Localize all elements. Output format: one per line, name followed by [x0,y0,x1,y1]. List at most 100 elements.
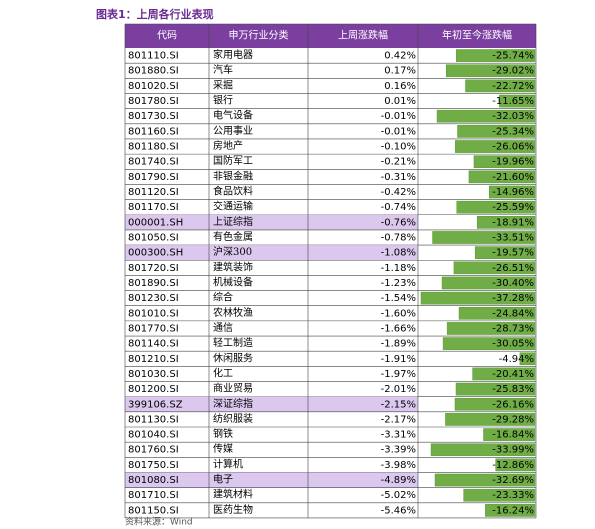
data-bar [463,488,536,502]
industry: 深证综指 [213,397,253,410]
source: 资料来源：Wind [125,516,193,528]
data-bar [489,185,536,199]
industry: 化工 [213,366,233,379]
code: 801130.SI [128,414,179,425]
ytd-change: -25.34% [492,126,534,137]
ytd-change: -18.91% [492,217,534,228]
ytd-change: -12.86% [492,460,534,471]
ytd-change: -26.51% [492,263,534,274]
ytd-change: -28.73% [492,323,534,334]
weekly-change: -1.18% [381,263,416,274]
data-bar [445,413,536,426]
code: 801110.SI [128,51,179,62]
ytd-change: -32.03% [492,111,534,122]
data-bar [420,291,536,305]
industry: 银行 [213,94,233,107]
industry: 医药生物 [213,503,253,516]
code: 801150.SI [128,505,179,516]
code: 801140.SI [128,339,179,350]
industry: 建筑装饰 [213,260,253,273]
data-bar [476,216,536,229]
code: 801080.SI [128,475,179,486]
code: 801010.SI [128,308,179,319]
industry: 有色金属 [213,230,253,243]
code: 000300.SH [128,248,183,259]
data-bar [457,125,536,138]
code: 801730.SI [128,111,179,122]
code: 801750.SI [128,460,179,471]
title: 图表1：上周各行业表现 [96,7,214,21]
industry: 机械设备 [213,275,253,288]
ytd-change: -21.60% [492,172,534,183]
industry: 电气设备 [213,109,253,122]
industry: 商业贸易 [213,382,253,395]
data-bar [446,322,536,335]
data-bar [485,504,536,517]
ytd-change: -32.69% [492,475,534,486]
ytd-change: -11.65% [492,96,534,107]
data-bar [456,49,536,62]
weekly-change: 0.16% [384,81,416,92]
industry: 采掘 [213,78,233,91]
ytd-change: -29.28% [492,414,534,425]
data-bar [442,337,536,350]
ytd-change: -25.59% [492,202,534,213]
weekly-change: -0.01% [381,111,416,122]
weekly-change: -1.66% [381,323,416,334]
code: 801030.SI [128,369,179,380]
data-bar [474,246,536,259]
code: 801780.SI [128,96,179,107]
weekly-change: -2.17% [381,414,416,425]
industry: 农林牧渔 [213,306,253,319]
data-bar [430,443,536,457]
data-bar [495,458,536,472]
code: 399106.SZ [128,399,183,410]
weekly-change: -4.89% [381,475,416,486]
column-header: 代码 [157,30,177,42]
industry: 上证综指 [213,215,253,228]
column-header: 上周涨跌幅 [338,29,388,42]
industry: 通信 [213,322,233,334]
code: 801230.SI [128,293,179,304]
weekly-change: -5.02% [381,490,416,501]
ytd-change: -19.57% [492,248,534,259]
header-bg [125,24,536,48]
row-highlight [125,245,418,261]
industry: 计算机 [213,457,243,470]
industry: 电子 [213,473,233,486]
industry: 休闲服务 [213,351,253,364]
industry: 传媒 [213,443,233,455]
code: 801170.SI [128,202,179,213]
ytd-change: -14.96% [492,187,534,198]
industry: 非银金融 [213,169,253,182]
weekly-change: -1.08% [381,248,416,259]
ytd-change: -20.41% [492,369,534,380]
weekly-change: -0.78% [381,233,416,244]
code: 801710.SI [128,490,179,501]
data-bar [458,306,536,320]
ytd-change: -26.06% [492,142,534,153]
ytd-change: -22.72% [492,81,534,92]
column-header: 年初至今涨跌幅 [442,29,512,42]
industry: 汽车 [213,63,233,76]
industry: 公用事业 [213,124,253,137]
code: 801020.SI [128,81,179,92]
data-bar [468,170,536,184]
code: 801760.SI [128,445,179,456]
data-bar [519,352,536,366]
industry: 交通运输 [213,200,253,213]
weekly-change: -0.01% [381,126,416,137]
data-bar [456,200,536,214]
row-highlight [125,214,418,230]
code: 801210.SI [128,354,179,365]
data-bar [472,367,536,381]
code: 801120.SI [128,187,179,198]
industry: 轻工制造 [213,336,253,349]
code: 801720.SI [128,263,179,274]
ytd-change: -4.94% [499,354,534,365]
code: 801880.SI [128,66,179,77]
weekly-change: -1.23% [381,278,416,289]
code: 801160.SI [128,126,179,137]
ytd-change: -30.40% [492,278,534,289]
